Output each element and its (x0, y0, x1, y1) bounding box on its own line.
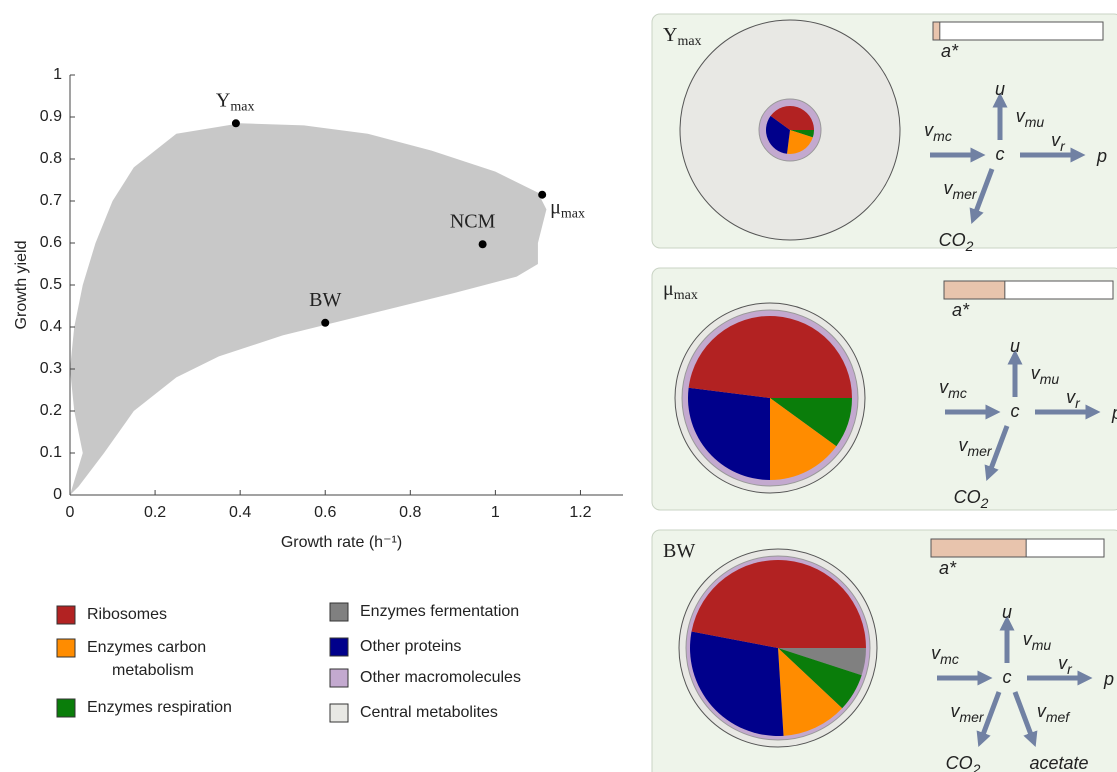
y-tick-label: 0.5 (40, 276, 62, 293)
legend-swatch (57, 606, 75, 624)
flux-label-sub: mc (933, 128, 952, 144)
point-label: Ymax (216, 89, 255, 115)
a-star-bar (944, 281, 1005, 299)
y-axis-label: Growth yield (13, 241, 30, 330)
flux-label-main: u (1010, 336, 1020, 356)
flux-label-sub: mer (952, 186, 977, 202)
point-label: BW (309, 288, 341, 310)
flux-label-sub: mef (1046, 709, 1071, 725)
flux-label: c (1011, 401, 1020, 421)
flux-label: c (996, 144, 1005, 164)
flux-label-main: u (995, 79, 1005, 99)
a-star-label: a* (941, 41, 959, 61)
flux-label-sub: mc (948, 385, 967, 401)
y-tick-label: 0.7 (40, 192, 62, 209)
flux-label-main: p (1111, 403, 1117, 423)
legend-label: Central metabolites (360, 704, 498, 721)
point-label-main: BW (309, 288, 341, 310)
a-star-bar-bg (933, 22, 1103, 40)
y-tick-label: 0.8 (40, 150, 62, 167)
flux-label-sub: 2 (965, 238, 974, 254)
legend-swatch (57, 639, 75, 657)
point (538, 191, 546, 199)
flux-label: acetate (1029, 753, 1088, 772)
flux-label: u (1002, 602, 1012, 622)
panel-title-sub: max (674, 288, 698, 303)
point-label: μmax (550, 196, 585, 222)
legend-swatch (330, 603, 348, 621)
x-tick-label: 1.2 (569, 504, 591, 521)
flux-label-main: CO (954, 487, 981, 507)
legend-label: Other proteins (360, 638, 461, 655)
flux-label-main: p (1096, 146, 1107, 166)
point-label-sub: max (230, 100, 254, 115)
point-label-sub: max (561, 207, 585, 222)
x-tick-label: 0.6 (314, 504, 336, 521)
legend-swatch (330, 704, 348, 722)
point (321, 319, 329, 327)
point-label: NCM (450, 210, 496, 232)
flux-label: u (1010, 336, 1020, 356)
panel-title: BW (663, 540, 695, 562)
point (479, 240, 487, 248)
x-tick-label: 0.4 (229, 504, 251, 521)
flux-label-main: CO (946, 753, 973, 772)
legend-label: Enzymes carbon (87, 639, 206, 656)
y-tick-label: 0 (53, 486, 62, 503)
a-star-bar (933, 22, 940, 40)
y-tick-label: 0.1 (40, 444, 62, 461)
panel-title-main: μ (663, 278, 674, 300)
flux-label-main: acetate (1029, 753, 1088, 772)
x-tick-label: 0.2 (144, 504, 166, 521)
panel-title-main: BW (663, 540, 695, 562)
legend-label: metabolism (112, 662, 194, 679)
figure: 0 0.2 0.4 0.6 0.8 1 1.2 0 0.1 0.2 0.3 0.4 0.5 0.6 0.7 0… (0, 0, 1117, 772)
flux-label: p (1096, 146, 1107, 166)
flux-label: p (1111, 403, 1117, 423)
a-star-label: a* (939, 558, 957, 578)
flux-label-sub: 2 (972, 761, 981, 772)
y-tick-label: 0.3 (40, 360, 62, 377)
flux-label-main: c (996, 144, 1005, 164)
y-tick-label: 0.2 (40, 402, 62, 419)
legend-label: Other macromolecules (360, 669, 521, 686)
x-tick-label: 0.8 (399, 504, 421, 521)
flux-label-sub: mc (940, 651, 959, 667)
panel-title-sub: max (677, 34, 701, 49)
y-tick-label: 0.9 (40, 108, 62, 125)
flux-label-sub: mu (1040, 371, 1060, 387)
point-label-main: NCM (450, 210, 496, 232)
point-label-main: Y (216, 89, 230, 111)
flux-label-main: CO (939, 230, 966, 250)
point (232, 119, 240, 127)
flux-label-sub: mu (1025, 114, 1045, 130)
flux-label-sub: mer (967, 443, 992, 459)
flux-label: c (1003, 667, 1012, 687)
flux-label: p (1103, 669, 1114, 689)
flux-label-main: c (1003, 667, 1012, 687)
y-tick-label: 1 (53, 66, 62, 83)
a-star-label: a* (952, 300, 970, 320)
x-tick-label: 0 (66, 504, 75, 521)
x-axis-label: Growth rate (h⁻¹) (281, 534, 402, 551)
legend-swatch (330, 669, 348, 687)
a-star-bar (931, 539, 1026, 557)
y-tick-label: 0.6 (40, 234, 62, 251)
flux-label-sub: 2 (980, 495, 989, 511)
flux-label-sub: mu (1032, 637, 1052, 653)
flux-label-main: p (1103, 669, 1114, 689)
flux-label-main: u (1002, 602, 1012, 622)
flux-label-main: c (1011, 401, 1020, 421)
point-label-main: μ (550, 196, 561, 218)
legend-label: Ribosomes (87, 606, 167, 623)
y-tick-label: 0.4 (40, 318, 62, 335)
panel-title-main: Y (663, 24, 677, 46)
flux-label: u (995, 79, 1005, 99)
x-tick-label: 1 (491, 504, 500, 521)
flux-label-sub: mer (959, 709, 984, 725)
legend-swatch (330, 638, 348, 656)
legend-label: Enzymes respiration (87, 699, 232, 716)
legend-label: Enzymes fermentation (360, 603, 519, 620)
legend-swatch (57, 699, 75, 717)
